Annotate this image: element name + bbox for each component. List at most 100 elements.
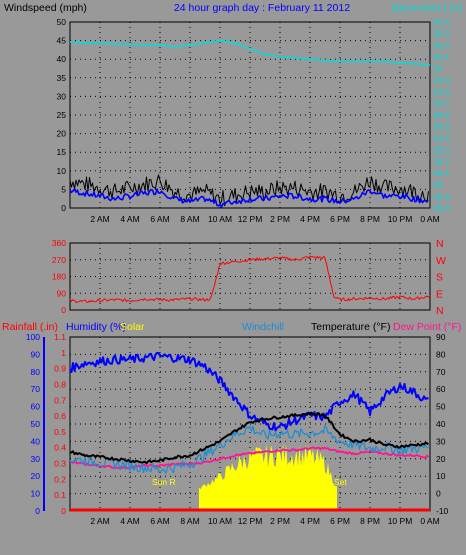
wind-tick: 15 [57,147,67,157]
humidity-line [69,351,429,432]
solar-label: Solar [120,321,145,333]
baro-tick: 30 [433,64,443,74]
baro-tick: 29.2 [433,157,450,167]
temperature-tick: 10 [436,471,446,481]
rain-tick: 0.8 [54,379,66,389]
temperature-label: Temperature (°F) [311,321,390,333]
barometer-line [69,39,431,66]
baro-tick: 30.1 [433,52,450,62]
time-tick-wind: 0 AM [420,214,439,224]
wind-gust-line [69,174,429,207]
rain-tick: 0.9 [54,364,66,374]
humidity-tick: 20 [31,471,41,481]
time-tick-wind: 12 PM [238,214,263,224]
direction-tick: 360 [52,238,66,248]
humidity-tick: 0 [35,506,40,516]
wind-tick: 20 [57,129,67,139]
baro-tick: 28.9 [433,191,450,201]
time-tick-bottom: 4 AM [120,516,139,526]
humidity-tick: 60 [31,402,41,412]
direction-tick: 0 [61,305,66,315]
time-tick-bottom: 6 PM [330,516,350,526]
time-tick-bottom: 12 PM [238,516,263,526]
temperature-tick: 90 [436,332,446,342]
tick-labels: 2 AM 4 AM 6 AM 8 AM 10 AM 12 PM 2 PM 4 PM 6 PM 8 … [26,17,450,526]
wind-tick: 35 [57,73,67,83]
time-tick-bottom: 10 AM [208,516,232,526]
humidity-tick: 90 [31,349,41,359]
compass-label: N [436,238,444,250]
baro-tick: 29.3 [433,145,450,155]
time-tick-bottom: 4 PM [300,516,320,526]
compass-label: W [436,255,446,267]
solar-area [199,443,337,511]
chart-marks [69,39,431,512]
wind-direction-line [69,255,431,303]
time-tick-bottom: 8 PM [360,516,380,526]
time-tick-wind: 6 PM [330,214,350,224]
rain-tick: 0.5 [54,427,66,437]
direction-tick: 270 [52,255,66,265]
dewpoint-label: Dew Point (°F) [393,321,461,333]
wind-tick: 10 [57,166,67,176]
temperature-tick: 0 [436,489,441,499]
humidity-tick: 10 [31,489,41,499]
time-tick-bottom: 6 AM [150,516,169,526]
wind-tick: 25 [57,110,67,120]
temperature-tick: 20 [436,454,446,464]
baro-tick: 29.1 [433,168,450,178]
baro-tick: 30.3 [433,29,450,39]
compass-label: E [436,288,443,300]
baro-tick: 30.2 [433,40,450,50]
time-tick-wind: 6 AM [150,214,169,224]
wind-tick: 40 [57,54,67,64]
humidity-tick: 70 [31,384,41,394]
rain-tick: 1.1 [54,332,66,342]
rain-tick: 0.3 [54,459,66,469]
temperature-tick: 80 [436,349,446,359]
baro-tick: 28.8 [433,203,450,213]
grid-lines [43,22,430,511]
baro-tick: 30.4 [433,17,450,27]
time-tick-bottom: 0 AM [420,516,439,526]
rain-tick: 0.4 [54,443,66,453]
wind-tick: 30 [57,91,67,101]
time-tick-bottom: 10 PM [388,516,413,526]
time-tick-bottom: 2 PM [270,516,290,526]
baro-tick: 29.6 [433,110,450,120]
rainfall-label: Rainfall (.in) [2,321,58,333]
humidity-tick: 80 [31,367,41,377]
time-tick-wind: 8 AM [180,214,199,224]
humidity-tick: 30 [31,454,41,464]
temperature-tick: 50 [436,402,446,412]
wind-tick: 45 [57,36,67,46]
windchill-line [69,425,429,474]
rain-tick: 0 [61,506,66,516]
temperature-line [69,411,429,465]
wind-tick: 50 [57,17,67,27]
temperature-tick: -10 [436,506,449,516]
time-tick-bottom: 8 AM [180,516,199,526]
time-tick-wind: 4 AM [120,214,139,224]
windchill-label: Windchill [242,321,284,333]
temperature-tick: 30 [436,436,446,446]
rain-tick: 0.1 [54,490,66,500]
temperature-tick: 60 [436,384,446,394]
temperature-tick: 40 [436,419,446,429]
baro-tick: 29.4 [433,133,450,143]
time-tick-bottom: 2 AM [90,516,109,526]
graph-title: 24 hour graph day : February 11 2012 [174,2,350,14]
time-tick-wind: 10 AM [208,214,232,224]
sunrise-label: Sun R [152,477,176,487]
humidity-label: Humidity (%) [66,321,126,333]
humidity-tick: 50 [31,419,41,429]
baro-tick: 29.7 [433,98,450,108]
rain-tick: 1 [61,348,66,358]
windspeed-axis-title: Windspeed (mph) [4,2,87,14]
temperature-tick: 70 [436,367,446,377]
baro-tick: 29 [433,180,443,190]
baro-tick: 29.9 [433,75,450,85]
wind-average-line [69,188,429,208]
